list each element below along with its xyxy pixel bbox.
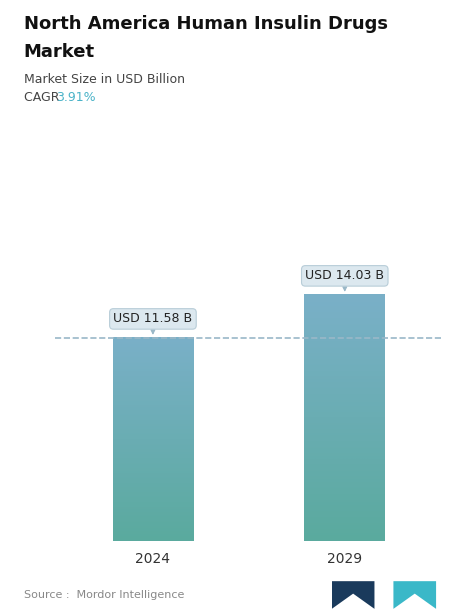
Text: CAGR: CAGR xyxy=(24,91,63,104)
Polygon shape xyxy=(393,581,436,609)
Text: Market: Market xyxy=(24,43,95,61)
Text: USD 11.58 B: USD 11.58 B xyxy=(113,312,192,334)
Polygon shape xyxy=(332,581,374,609)
Text: USD 14.03 B: USD 14.03 B xyxy=(305,269,384,291)
Text: North America Human Insulin Drugs: North America Human Insulin Drugs xyxy=(24,15,388,33)
Text: Source :  Mordor Intelligence: Source : Mordor Intelligence xyxy=(24,590,184,600)
Text: 3.91%: 3.91% xyxy=(56,91,96,104)
Text: Market Size in USD Billion: Market Size in USD Billion xyxy=(24,73,185,85)
